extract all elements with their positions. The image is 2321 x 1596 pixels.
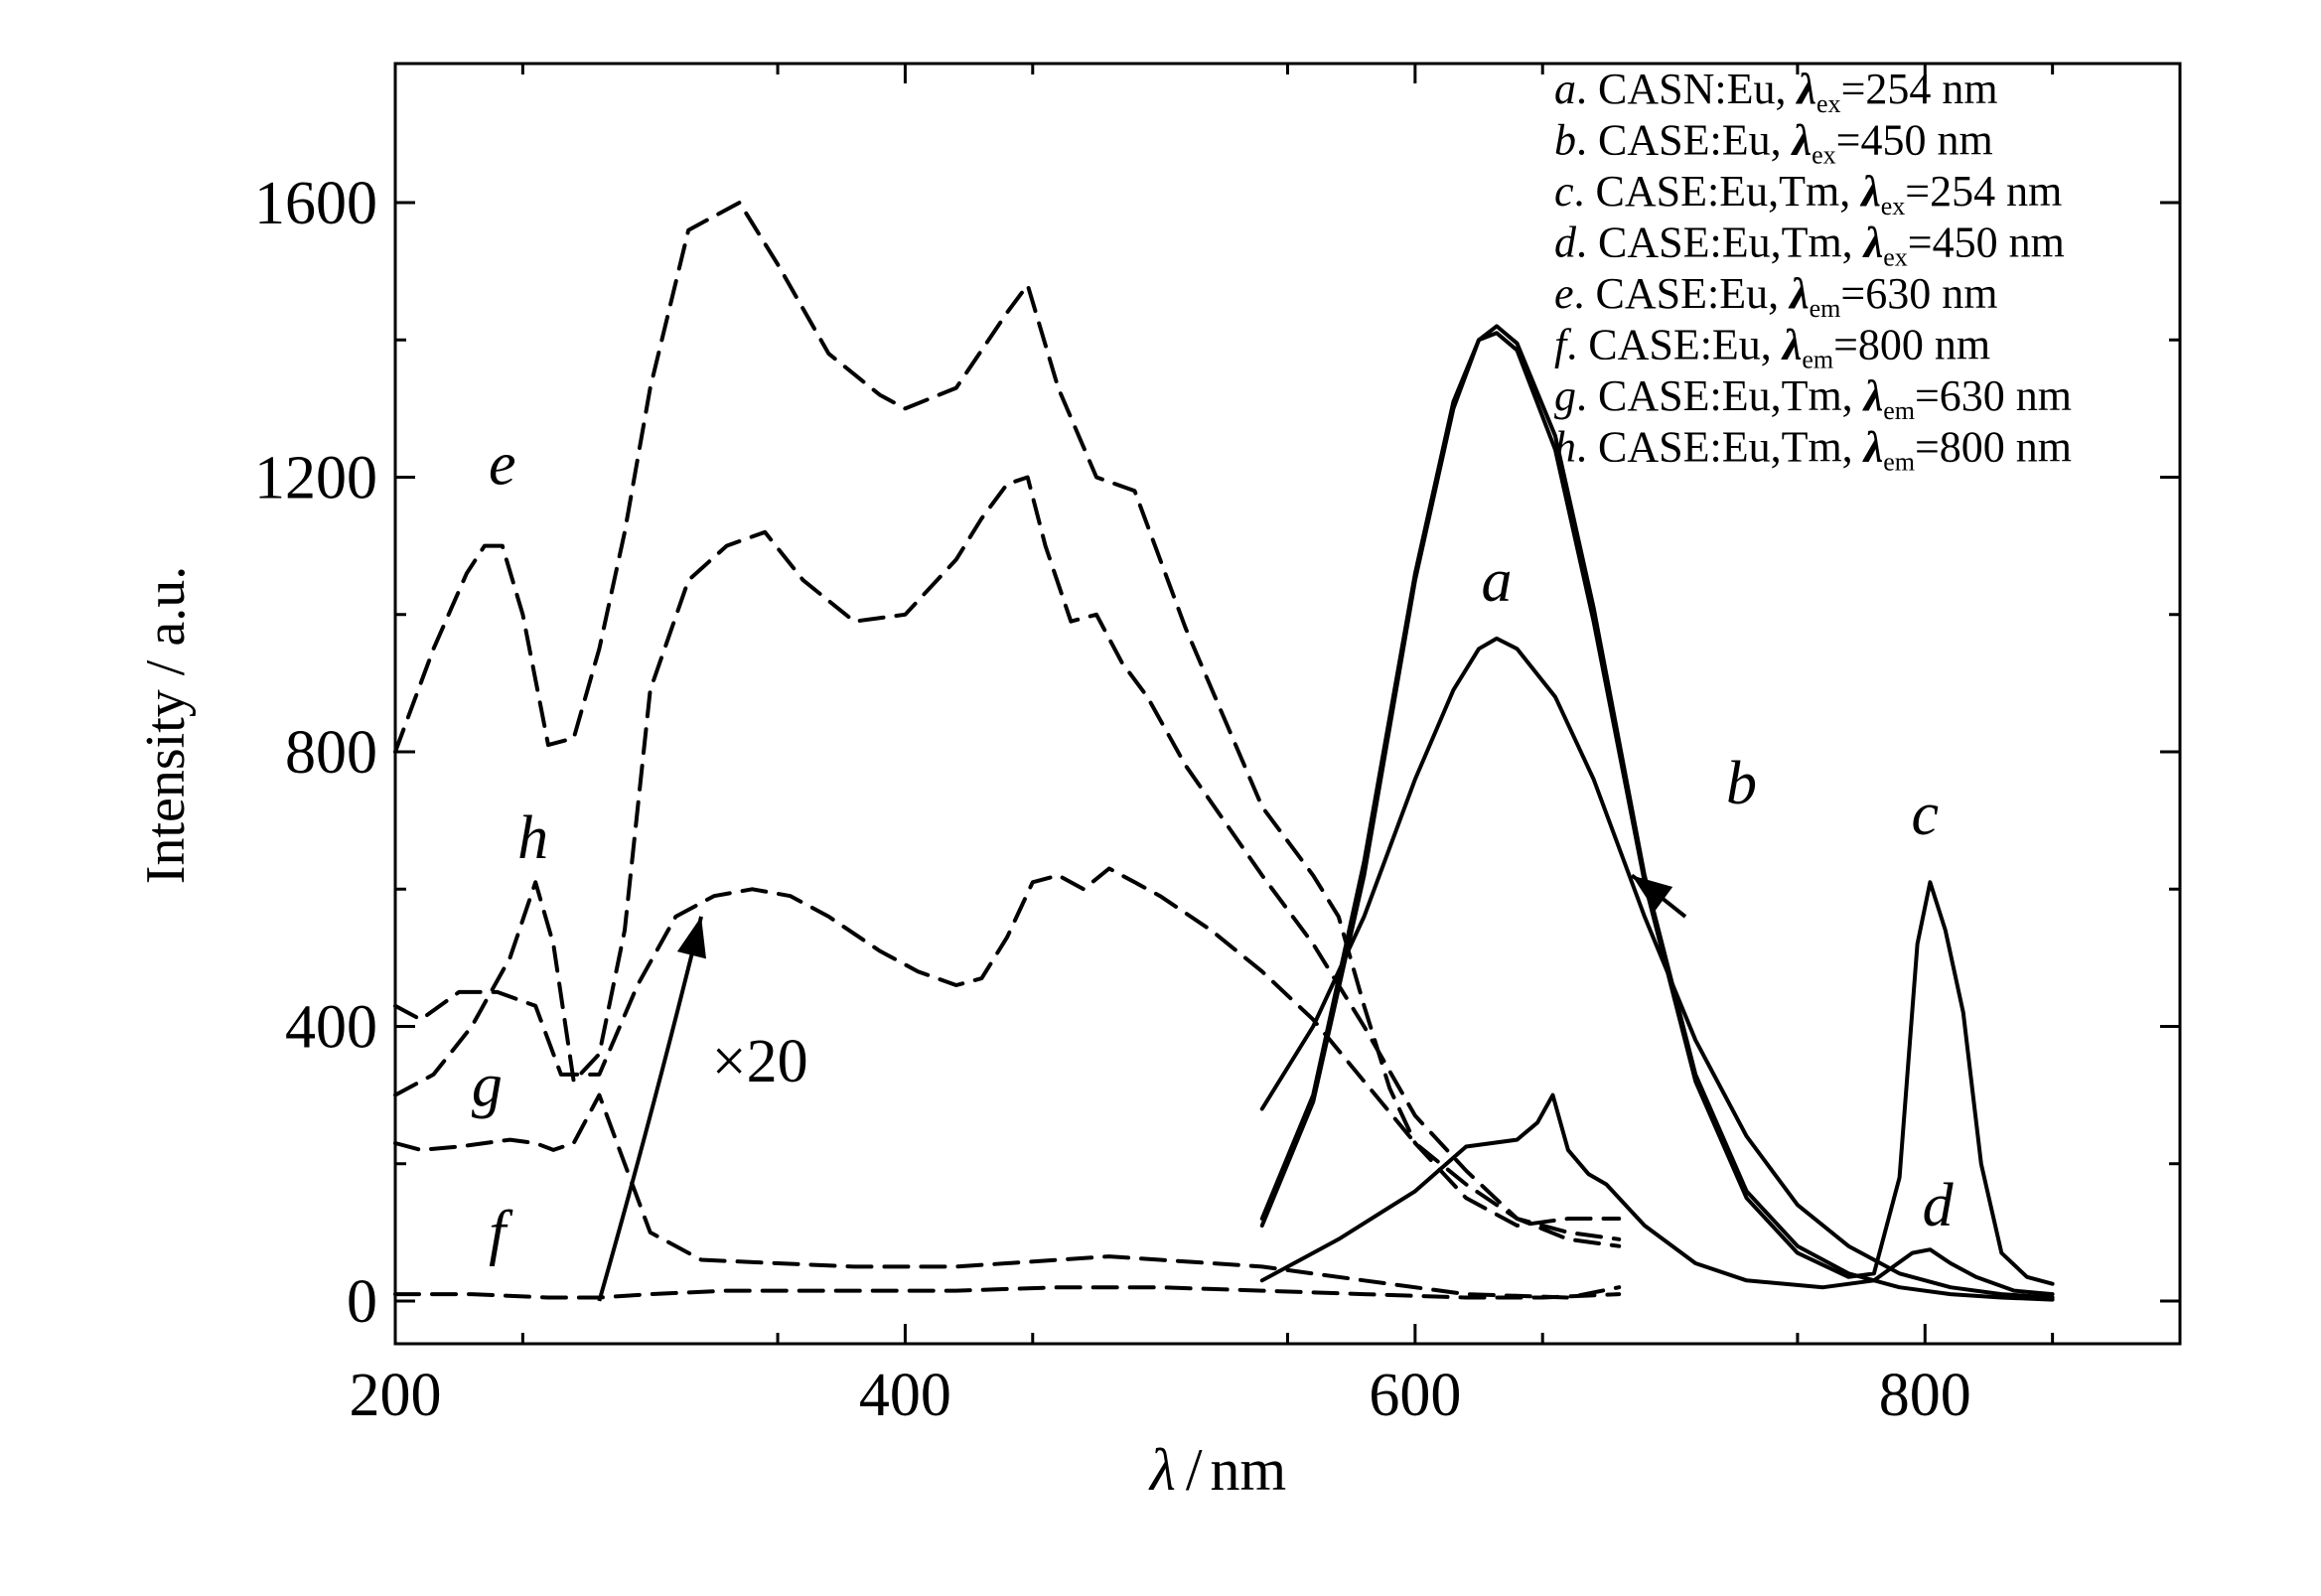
legend-entry-c: c. CASE:Eu,Tm, λex=254 nm [1554,167,2062,220]
arrow-head [676,916,707,959]
curve-label-g: g [472,1052,503,1119]
arrow-head [1632,875,1673,912]
x-axis-label: λ / nm [1148,1437,1286,1503]
x-tick-label: 800 [1879,1362,1971,1429]
series-line-c [1259,331,2055,1286]
series-group [393,201,2055,1302]
arrows-group [597,873,1687,1302]
arrow-shaft [597,916,703,1302]
y-tick-label: 0 [347,1268,377,1336]
curve-label-h: h [517,804,548,872]
legend-entry-f: f. CASE:Eu, λem=800 nm [1554,321,1990,374]
series-line-d [1259,1092,2055,1297]
y-axis-label: Intensity / a.u. [135,566,197,884]
legend-entry-d: d. CASE:Eu,Tm, λex=450 nm [1554,218,2065,272]
legend-entry-h: h. CASE:Eu,Tm, λem=800 nm [1554,423,2072,477]
series-line-e [393,201,1622,1228]
curve-label-a: a [1482,547,1513,615]
axis-ticks [393,64,2180,1344]
curve-labels: a b c d e h g f ×20 [472,430,1955,1266]
x-tick-label: 600 [1369,1362,1461,1429]
x-axis-symbol: λ [1148,1437,1176,1503]
y-tick-labels: 0 400 800 1200 1600 [254,170,377,1336]
legend-entry-a: a. CASN:Eu, λex=254 nm [1554,65,1998,118]
x-tick-label: 400 [859,1362,951,1429]
curve-label-x20: ×20 [712,1028,808,1095]
legend-entry-g: g. CASE:Eu,Tm, λem=630 nm [1554,371,2072,425]
series-line-a [1259,636,2055,1300]
curve-label-c: c [1912,781,1940,848]
curve-label-e: e [489,430,516,498]
curve-label-f: f [489,1200,513,1267]
y-tick-label: 1600 [254,170,377,237]
series-line-x20 [393,866,1622,1241]
series-line-h [393,475,1622,1248]
legend-entry-b: b. CASE:Eu, λex=450 nm [1554,116,1993,170]
legend-entry-e: e. CASE:Eu, λem=630 nm [1554,269,1997,323]
legend: a. CASN:Eu, λex=254 nmb. CASE:Eu, λex=45… [1554,65,2072,477]
y-tick-label: 400 [285,994,377,1062]
series-line-g [393,1092,1622,1300]
y-tick-label: 1200 [254,445,377,512]
curve-label-b: b [1726,750,1757,817]
x-axis-unit: nm [1211,1437,1287,1503]
x-tick-labels: 200 400 600 800 [350,1362,1971,1429]
curve-label-d: d [1923,1172,1955,1239]
x-tick-label: 200 [350,1362,442,1429]
series-line-f [393,1285,1622,1300]
y-tick-label: 800 [285,719,377,787]
